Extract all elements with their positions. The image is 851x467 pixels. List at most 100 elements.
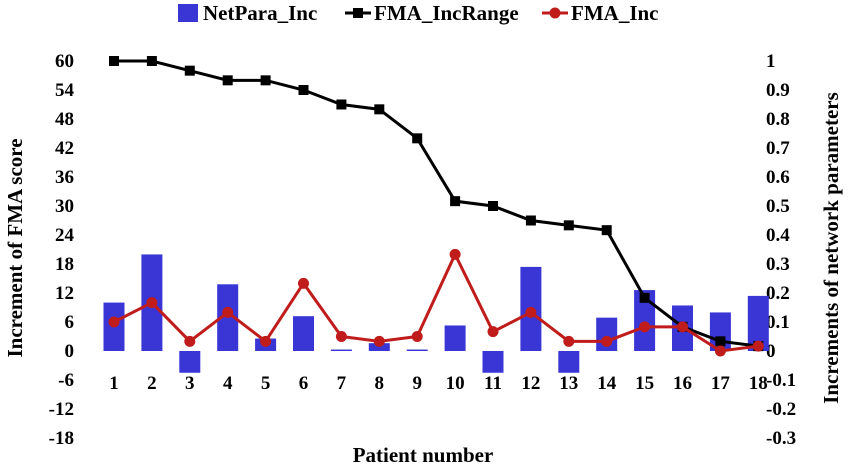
marker-fma-inc xyxy=(222,306,234,318)
line-fma-inc xyxy=(113,250,759,353)
left-tick-label: 6 xyxy=(65,312,75,333)
x-tick-label: 10 xyxy=(446,373,465,394)
marker-fma-incrange xyxy=(450,196,461,207)
bar-netpara-inc xyxy=(406,349,428,351)
x-tick-label: 6 xyxy=(299,373,309,394)
right-tick-label: 0.6 xyxy=(766,167,790,188)
bar-netpara-inc xyxy=(179,351,201,373)
bar-netpara-inc xyxy=(293,316,314,351)
marker-fma-incrange xyxy=(336,99,347,110)
bar-netpara-inc xyxy=(747,295,769,351)
right-tick-label: 0 xyxy=(766,341,776,362)
x-tick-label: 12 xyxy=(521,373,540,394)
right-tick-label: 0.1 xyxy=(766,312,790,333)
x-tick-label: 8 xyxy=(375,373,385,394)
marker-fma-incrange xyxy=(298,85,309,95)
marker-fma-inc xyxy=(373,335,385,347)
legend-marker-fma-inc xyxy=(549,7,561,19)
marker-fma-incrange xyxy=(260,75,271,86)
marker-fma-inc xyxy=(563,335,575,347)
line-fma-incrange xyxy=(114,59,759,348)
marker-fma-inc xyxy=(525,306,537,318)
marker-fma-incrange xyxy=(525,215,536,226)
legend-swatch-netpara-inc xyxy=(178,4,198,22)
left-tick-label: -6 xyxy=(58,370,74,391)
x-tick-label: 5 xyxy=(261,373,271,394)
x-tick-label: 7 xyxy=(337,373,347,394)
right-tick-label: -0.2 xyxy=(766,399,796,420)
right-tick-label: 0.9 xyxy=(766,80,790,101)
marker-fma-inc xyxy=(601,335,613,347)
marker-fma-inc xyxy=(184,335,196,347)
marker-fma-incrange xyxy=(146,56,157,66)
bar-netpara-inc xyxy=(482,351,504,373)
marker-fma-incrange xyxy=(715,336,726,347)
marker-fma-incrange xyxy=(222,75,233,86)
x-axis-title: Patient number xyxy=(353,443,494,467)
right-tick-label: 0.7 xyxy=(766,138,790,159)
x-tick-label: 17 xyxy=(711,373,731,394)
x-tick-label: 1 xyxy=(109,373,119,394)
marker-fma-inc xyxy=(335,331,347,342)
marker-fma-incrange xyxy=(639,292,650,303)
marker-fma-inc xyxy=(146,297,158,309)
left-tick-label: 24 xyxy=(55,225,75,246)
x-tick-label: 15 xyxy=(635,373,654,394)
bar-netpara-inc xyxy=(368,343,390,351)
left-axis-title: Increment of FMA score xyxy=(3,138,27,357)
right-tick-label: 0.2 xyxy=(766,283,790,304)
left-tick-label: 54 xyxy=(55,80,75,101)
x-tick-label: 13 xyxy=(559,373,578,394)
right-tick-label: -0.1 xyxy=(766,370,796,391)
x-axis-ticks: 1 2 3 4 5 6 7 8 9 10 11 12 13 14 15 16 17 18 xyxy=(109,373,768,394)
legend-label-fma-incrange: FMA_IncRange xyxy=(374,1,519,25)
marker-fma-incrange xyxy=(374,104,385,115)
right-tick-label: 0.3 xyxy=(766,254,790,275)
left-tick-label: 18 xyxy=(55,254,74,275)
left-tick-label: 42 xyxy=(55,138,74,159)
marker-fma-incrange xyxy=(184,65,195,76)
line-series xyxy=(108,56,764,357)
marker-fma-inc xyxy=(411,331,423,342)
left-tick-label: 36 xyxy=(55,167,74,188)
left-tick-label: 12 xyxy=(55,283,74,304)
right-tick-label: 0.8 xyxy=(766,109,790,130)
right-axis-ticks: 1 0.9 0.8 0.7 0.6 0.5 0.4 0.3 0.2 0.1 0 -0.1 -0.2 -0.… xyxy=(766,51,796,449)
marker-fma-inc xyxy=(108,316,120,328)
bar-netpara-inc xyxy=(634,290,656,351)
legend-label-netpara-inc: NetPara_Inc xyxy=(203,1,317,25)
marker-fma-inc xyxy=(260,335,272,347)
x-tick-label: 4 xyxy=(223,373,233,394)
left-tick-label: -12 xyxy=(49,399,74,420)
marker-fma-incrange xyxy=(488,201,498,211)
right-tick-label: 0.5 xyxy=(766,196,790,217)
left-tick-label: 0 xyxy=(65,341,75,362)
marker-fma-inc xyxy=(714,345,726,357)
right-tick-label: -0.3 xyxy=(766,428,796,449)
legend: NetPara_Inc FMA_IncRange FMA_Inc xyxy=(178,1,659,25)
x-tick-label: 14 xyxy=(597,373,617,394)
left-tick-label: -18 xyxy=(49,428,74,449)
marker-fma-inc xyxy=(449,248,461,260)
x-tick-label: 16 xyxy=(673,373,692,394)
bar-series xyxy=(103,254,769,373)
x-tick-label: 11 xyxy=(484,373,502,394)
marker-fma-incrange xyxy=(563,220,574,231)
marker-fma-inc xyxy=(487,326,499,338)
bar-netpara-inc xyxy=(330,349,352,351)
left-tick-label: 60 xyxy=(55,51,74,72)
bar-netpara-inc xyxy=(444,325,466,351)
x-tick-label: 2 xyxy=(147,373,157,394)
right-axis-title: Increments of network parameters xyxy=(819,92,843,404)
left-tick-label: 30 xyxy=(55,196,74,217)
marker-fma-incrange xyxy=(109,56,119,66)
x-tick-label: 9 xyxy=(412,373,422,394)
marker-fma-incrange xyxy=(412,133,423,144)
legend-marker-fma-incrange xyxy=(353,8,363,18)
x-tick-label: 18 xyxy=(749,373,768,394)
marker-fma-inc xyxy=(752,340,764,352)
x-tick-label: 3 xyxy=(185,373,195,394)
marker-fma-incrange xyxy=(601,225,612,236)
